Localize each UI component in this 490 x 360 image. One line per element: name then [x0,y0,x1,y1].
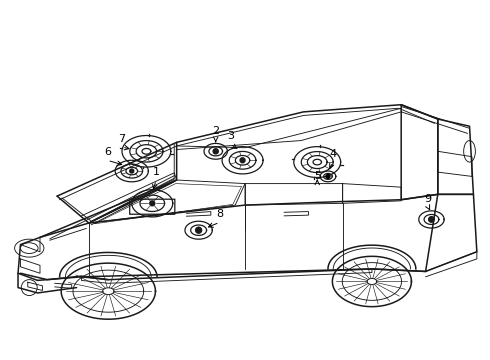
Text: 6: 6 [104,147,111,157]
Text: 3: 3 [227,131,234,141]
Circle shape [196,227,202,233]
Text: 7: 7 [119,134,125,144]
Circle shape [130,169,134,173]
Text: 1: 1 [153,167,160,177]
Circle shape [213,149,218,154]
Text: 9: 9 [424,194,432,203]
Text: 8: 8 [216,209,223,219]
Circle shape [240,158,245,163]
Circle shape [429,217,434,222]
Circle shape [326,175,330,178]
Text: 2: 2 [212,126,220,136]
Text: 4: 4 [329,149,337,159]
Circle shape [150,201,155,206]
Text: 5: 5 [314,171,321,181]
